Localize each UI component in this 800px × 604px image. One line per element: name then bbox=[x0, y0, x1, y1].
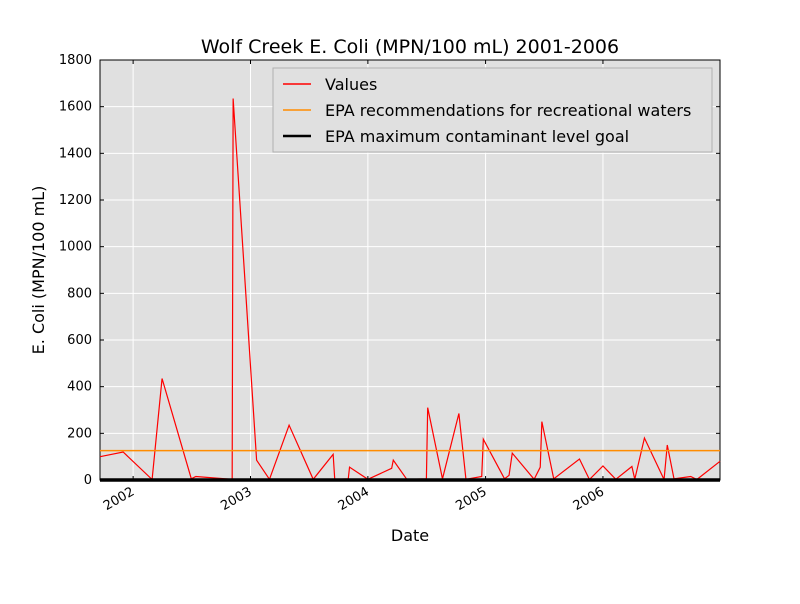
y-tick-label: 400 bbox=[67, 380, 92, 395]
legend-box bbox=[272, 67, 713, 153]
y-tick-label: 0 bbox=[84, 473, 92, 488]
y-tick-label: 800 bbox=[67, 286, 92, 301]
y-tick-label: 1800 bbox=[59, 53, 92, 68]
y-tick-label: 600 bbox=[67, 333, 92, 348]
y-tick-label: 1200 bbox=[59, 193, 92, 208]
series-line-values bbox=[99, 98, 721, 482]
x-tick-label: 2002 bbox=[101, 484, 137, 514]
x-tick-label: 2003 bbox=[218, 484, 254, 514]
y-axis-label: E. Coli (MPN/100 mL) bbox=[29, 186, 48, 355]
x-tick-label: 2006 bbox=[571, 484, 607, 514]
x-tick-label: 2004 bbox=[336, 484, 372, 514]
x-tick-label: 2005 bbox=[453, 484, 489, 514]
y-tick-label: 1400 bbox=[59, 146, 92, 161]
y-tick-label: 1000 bbox=[59, 240, 92, 255]
y-tick-label: 200 bbox=[67, 426, 92, 441]
chart-title: Wolf Creek E. Coli (MPN/100 mL) 2001-200… bbox=[201, 36, 619, 58]
y-tick-label: 1600 bbox=[59, 100, 92, 115]
x-axis-label: Date bbox=[391, 526, 429, 545]
legend-label: EPA maximum contaminant level goal bbox=[325, 127, 629, 146]
legend-label: EPA recommendations for recreational wat… bbox=[325, 101, 691, 120]
legend-label: Values bbox=[325, 75, 377, 94]
